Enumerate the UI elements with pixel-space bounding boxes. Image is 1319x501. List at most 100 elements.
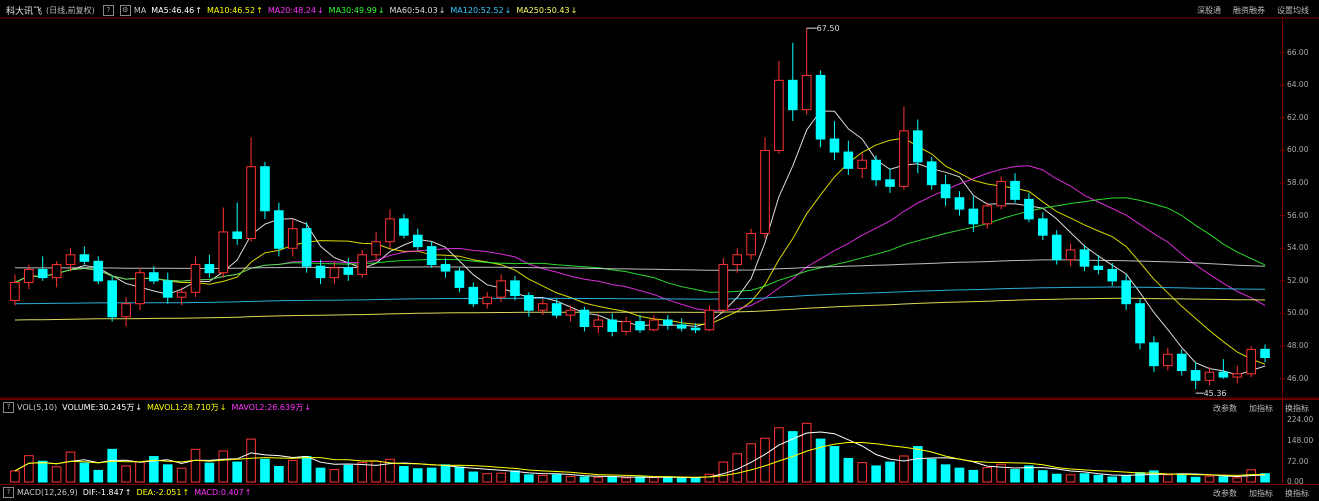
candle-body <box>829 138 840 153</box>
macd-label: MACD(12,26,9) <box>17 488 78 497</box>
volume-bar <box>260 458 270 483</box>
volume-bar <box>1176 473 1187 483</box>
price-tick-label: 46.00 <box>1287 373 1309 383</box>
macd-item-1: DEA:-2.051 ↑ <box>136 488 189 497</box>
volume-bar <box>93 469 104 483</box>
ma-item-arrow-icon: ↓ <box>377 5 385 15</box>
volume-tick-label: 72.00 <box>1287 457 1309 467</box>
candle-body <box>287 228 298 249</box>
ma-info-bar: 科大讯飞 (日线,前复权) ? ⚙ MA MA5:46.46 ↑ MA10:46.5… <box>0 2 1319 18</box>
candle-body <box>10 282 20 301</box>
candle-body <box>565 309 576 316</box>
ma-item-arrow-icon: ↑ <box>195 5 202 15</box>
volume-bar <box>218 450 229 483</box>
candle-body <box>496 280 506 298</box>
candle-body <box>162 280 173 298</box>
volume-bar <box>426 467 437 483</box>
vol-item-value: VOLUME:30.245万 <box>62 403 135 412</box>
price-tick-label: 52.00 <box>1287 275 1309 285</box>
candle-body <box>1079 249 1090 267</box>
link-edit-params[interactable]: 改参数 <box>1213 403 1237 413</box>
candle-body <box>843 151 854 169</box>
volume-bar <box>246 438 256 483</box>
macd-item-value: DEA:-2.051 <box>136 488 182 497</box>
volume-bar <box>885 461 895 483</box>
volume-bar <box>1038 470 1048 483</box>
candle-body <box>65 254 76 266</box>
ma-line-20 <box>14 165 1266 312</box>
volume-bar <box>899 455 909 483</box>
candle-body <box>1232 373 1243 378</box>
ma-item-value: MA30:49.99 <box>328 5 377 15</box>
candle-body <box>121 303 131 318</box>
link-hk-connect[interactable]: 深股通 <box>1197 5 1221 15</box>
volume-bar <box>357 462 368 483</box>
volume-bar <box>829 446 840 483</box>
vol-item-1: MAVOL1:28.710万 ↓ <box>147 402 226 413</box>
candle-body <box>468 286 479 305</box>
candle-body <box>1260 348 1270 359</box>
candle-body <box>371 241 381 256</box>
link-ma-settings[interactable]: 设置均线 <box>1277 5 1309 15</box>
ma-item-3: MA30:49.99 ↓ <box>329 6 385 15</box>
link-add-indicator[interactable]: 加指标 <box>1249 403 1273 413</box>
volume-bar <box>537 474 548 483</box>
ma-label: MA <box>133 5 147 15</box>
candle-body <box>982 205 993 225</box>
volume-bar <box>1093 474 1104 483</box>
volume-ma-line-10 <box>14 442 1266 478</box>
volume-bar <box>912 446 923 483</box>
vol-item-0: VOLUME:30.245万 ↓ <box>62 402 142 413</box>
volume-bar <box>79 462 90 483</box>
price-tick-label: 54.00 <box>1287 243 1309 253</box>
price-tick-label: 66.00 <box>1287 47 1309 57</box>
volume-bar <box>1232 477 1243 483</box>
axis-separator <box>1282 18 1283 484</box>
candle-body <box>1121 280 1131 305</box>
candle-body <box>79 254 90 262</box>
candle-body <box>704 309 715 331</box>
help-icon[interactable]: ? <box>102 4 114 16</box>
candle-body <box>93 260 104 282</box>
price-tick-label: 48.00 <box>1287 341 1309 351</box>
candle-body <box>1093 265 1104 270</box>
link-switch-indicator[interactable]: 换指标 <box>1285 403 1309 413</box>
candle-body <box>232 231 242 239</box>
volume-bar <box>593 476 604 483</box>
ma-line-5 <box>14 110 1266 376</box>
volume-bar <box>1135 472 1145 483</box>
help-icon[interactable]: ? <box>3 402 14 413</box>
ma-item-4: MA60:54.03 ↓ <box>390 6 446 15</box>
candle-body <box>1190 370 1201 381</box>
candle-body <box>635 321 645 331</box>
link-edit-params[interactable]: 改参数 <box>1213 488 1237 498</box>
link-margin[interactable]: 融资融券 <box>1233 5 1265 15</box>
candle-body <box>912 130 923 163</box>
candle-body <box>662 319 673 326</box>
candle-body <box>954 197 965 210</box>
help-icon[interactable]: ? <box>3 487 14 498</box>
candle-body <box>385 218 395 243</box>
volume-bar <box>440 464 451 483</box>
candle-body <box>926 161 937 186</box>
macd-item-arrow-icon: ↑ <box>182 488 190 497</box>
link-add-indicator[interactable]: 加指标 <box>1249 488 1273 498</box>
settings-icon[interactable]: ⚙ <box>119 4 131 16</box>
volume-bar <box>718 461 729 483</box>
vol-item-value: MAVOL2:26.639万 <box>231 403 304 412</box>
candle-body <box>1204 371 1215 381</box>
volume-bar <box>621 477 631 483</box>
volume-bar <box>496 472 506 483</box>
candle-body <box>676 324 687 329</box>
volume-bar <box>732 453 743 483</box>
stock-title[interactable]: 科大讯飞 <box>6 6 43 17</box>
volume-tick-label: 148.00 <box>1287 436 1314 446</box>
candle-body <box>801 74 812 111</box>
candle-body <box>787 79 798 111</box>
volume-bar <box>1190 476 1201 483</box>
link-switch-indicator[interactable]: 换指标 <box>1285 488 1309 498</box>
volume-bar <box>107 448 117 483</box>
ma-item-value: MA20:48.24 <box>267 5 316 15</box>
ma-item-value: MA10:46.52 <box>206 5 256 15</box>
